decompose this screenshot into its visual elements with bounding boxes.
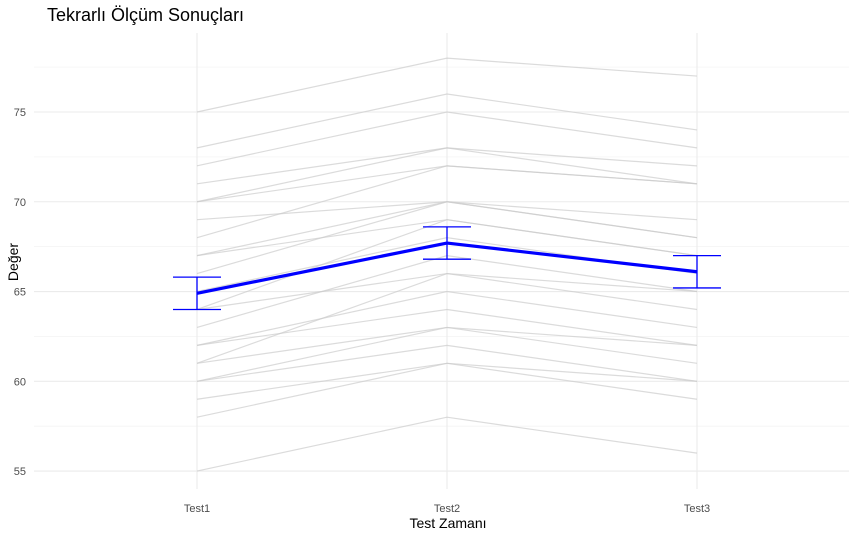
individual-series-line bbox=[196, 326, 698, 382]
individual-series-line bbox=[196, 57, 698, 113]
individual-series-line bbox=[196, 201, 698, 275]
individual-series-line bbox=[196, 290, 698, 346]
y-tick-label: 65 bbox=[14, 287, 26, 299]
individual-series-line bbox=[196, 272, 698, 364]
x-axis-tick-labels: Test1 Test2 Test3 bbox=[184, 503, 710, 515]
x-axis-title: Test Zamanı bbox=[409, 515, 486, 531]
grid-minor-lines bbox=[34, 66, 849, 427]
x-tick-label: Test3 bbox=[684, 503, 710, 515]
y-tick-label: 70 bbox=[14, 197, 26, 209]
mean-series bbox=[173, 226, 721, 311]
grid-major-lines bbox=[34, 33, 849, 489]
y-tick-label: 55 bbox=[14, 466, 26, 478]
individual-series-line bbox=[196, 344, 698, 382]
y-tick-label: 75 bbox=[14, 107, 26, 119]
y-axis-tick-labels: 55 60 65 70 75 bbox=[14, 107, 26, 478]
y-tick-label: 60 bbox=[14, 376, 26, 388]
individual-series-line bbox=[196, 111, 698, 167]
individual-series-line bbox=[196, 165, 698, 239]
individual-series-line bbox=[196, 147, 698, 203]
x-tick-label: Test2 bbox=[434, 503, 460, 515]
individual-series-line bbox=[196, 416, 698, 472]
individual-series-line bbox=[196, 362, 698, 418]
individual-series-line bbox=[196, 93, 698, 149]
individual-series-line bbox=[196, 219, 698, 311]
x-tick-label: Test1 bbox=[184, 503, 210, 515]
chart-title: Tekrarlı Ölçüm Sonuçları bbox=[47, 5, 244, 25]
y-axis-title: Değer bbox=[5, 243, 21, 281]
